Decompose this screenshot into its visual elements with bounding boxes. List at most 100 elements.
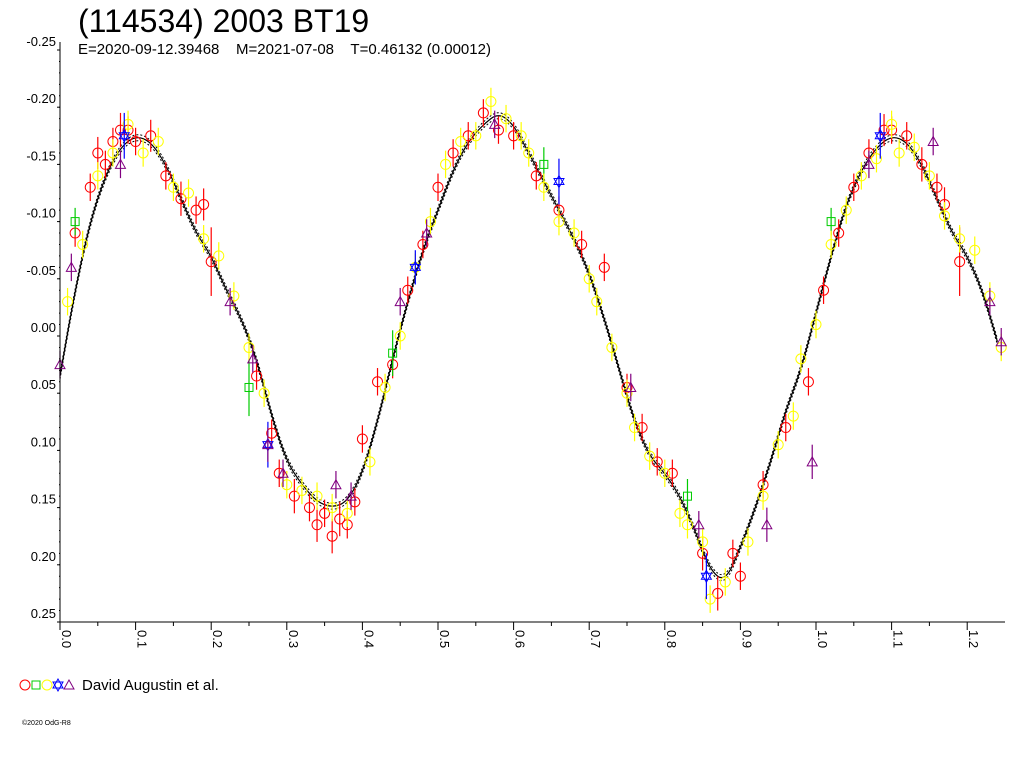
data-point bbox=[674, 507, 686, 519]
data-point bbox=[118, 128, 131, 143]
data-point bbox=[137, 147, 149, 159]
data-point bbox=[394, 295, 407, 307]
data-point-marker bbox=[243, 341, 255, 353]
data-point-marker bbox=[954, 256, 966, 268]
data-point bbox=[190, 204, 202, 216]
data-point-marker bbox=[644, 450, 656, 462]
x-tick-label: 1.1 bbox=[891, 630, 906, 648]
data-point-marker bbox=[995, 335, 1008, 347]
data-point-marker bbox=[277, 467, 289, 478]
data-point-marker bbox=[916, 158, 928, 170]
legend-symbol-square-marker bbox=[31, 680, 41, 690]
data-point bbox=[629, 422, 641, 434]
data-point-marker bbox=[870, 153, 882, 165]
data-point bbox=[995, 335, 1008, 347]
series-circle-2 bbox=[62, 87, 1007, 613]
data-point bbox=[152, 136, 164, 148]
y-tick-label: 0.25 bbox=[31, 606, 56, 621]
data-point-marker bbox=[681, 519, 693, 531]
data-point bbox=[470, 130, 482, 142]
data-point bbox=[712, 587, 724, 599]
data-point bbox=[666, 467, 678, 479]
data-point-marker bbox=[761, 518, 773, 530]
data-point bbox=[810, 319, 822, 331]
data-point bbox=[780, 422, 792, 434]
legend-symbol-square bbox=[31, 680, 41, 690]
data-point bbox=[606, 341, 618, 353]
data-point bbox=[697, 536, 709, 548]
data-point-marker bbox=[462, 130, 474, 142]
data-point bbox=[424, 216, 436, 228]
data-point bbox=[311, 519, 323, 531]
data-point bbox=[65, 261, 78, 272]
data-point-marker bbox=[583, 273, 595, 285]
data-point bbox=[326, 502, 338, 514]
data-point bbox=[984, 295, 996, 307]
data-point-marker bbox=[424, 216, 436, 228]
series-circle-0 bbox=[69, 99, 966, 611]
data-point bbox=[939, 210, 951, 222]
data-point bbox=[62, 296, 74, 308]
data-point-marker bbox=[863, 158, 875, 169]
y-tick-label: -0.20 bbox=[26, 91, 56, 106]
data-point bbox=[420, 227, 433, 238]
data-point-marker bbox=[334, 513, 346, 525]
data-point bbox=[700, 569, 713, 584]
data-point-marker bbox=[530, 170, 542, 182]
data-point-marker bbox=[190, 204, 202, 216]
data-point bbox=[927, 135, 940, 147]
data-point bbox=[175, 193, 187, 205]
data-point-marker bbox=[606, 341, 618, 353]
y-tick-label: 0.00 bbox=[31, 320, 56, 335]
data-point bbox=[863, 158, 875, 169]
data-point bbox=[727, 547, 739, 559]
data-point bbox=[644, 450, 656, 462]
data-point-marker bbox=[848, 181, 860, 193]
y-tick-label: -0.05 bbox=[26, 263, 56, 278]
data-point-marker bbox=[901, 130, 913, 142]
data-point bbox=[826, 217, 836, 227]
x-tick-label: 0.9 bbox=[739, 630, 754, 648]
data-point bbox=[77, 238, 89, 250]
data-point bbox=[931, 181, 943, 193]
data-point bbox=[704, 593, 716, 605]
data-point-marker bbox=[224, 295, 236, 307]
data-point-marker-a bbox=[553, 174, 565, 186]
axes-group: -0.25 -0.20 -0.15 -0.10 -0.05 0.00 0.05 0.10 0.1… bbox=[26, 34, 1005, 648]
legend-symbol-circle-marker bbox=[41, 679, 53, 691]
data-point-marker bbox=[213, 250, 225, 262]
data-point-marker bbox=[198, 198, 210, 210]
data-point-marker bbox=[251, 370, 263, 382]
data-point bbox=[901, 130, 913, 142]
data-point bbox=[734, 570, 746, 582]
chart-title: (114534) 2003 BT19 bbox=[78, 3, 370, 39]
data-point bbox=[198, 233, 210, 245]
data-point-marker bbox=[508, 130, 520, 142]
x-tick-label: 0.4 bbox=[361, 630, 376, 648]
data-point bbox=[539, 159, 549, 169]
data-point bbox=[538, 181, 550, 193]
data-point bbox=[621, 387, 633, 399]
data-point bbox=[651, 456, 663, 468]
data-point bbox=[636, 422, 648, 434]
legend-symbol-triangle bbox=[63, 678, 75, 690]
data-point-marker bbox=[598, 261, 610, 273]
data-point bbox=[349, 496, 361, 508]
x-tick-label: 0.0 bbox=[59, 630, 74, 648]
data-point-marker-b bbox=[553, 178, 565, 189]
data-point-marker bbox=[515, 130, 527, 142]
data-point-marker bbox=[855, 170, 867, 182]
data-point bbox=[833, 227, 845, 239]
data-point-marker bbox=[341, 507, 353, 519]
chart-subtitle: E=2020-09-12.39468 M=2021-07-08 T=0.4613… bbox=[78, 41, 491, 58]
data-point-marker bbox=[364, 456, 376, 468]
series-triangle-4 bbox=[54, 110, 1008, 542]
data-point bbox=[848, 181, 860, 193]
data-point bbox=[243, 341, 255, 353]
data-point-marker bbox=[795, 353, 807, 365]
model-curve bbox=[59, 115, 999, 579]
data-point bbox=[183, 187, 195, 199]
data-point bbox=[488, 118, 501, 129]
data-point-marker bbox=[923, 170, 935, 182]
y-tick-label: -0.10 bbox=[26, 206, 56, 221]
